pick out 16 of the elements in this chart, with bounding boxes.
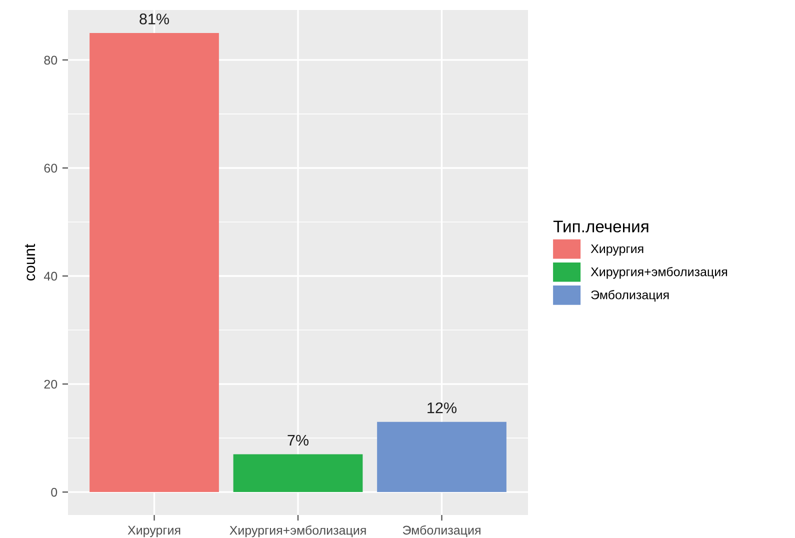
x-tick-label: Хирургия+эмболизация [230,525,366,538]
y-tick-label: 0 [51,488,58,497]
annotation: 7% [288,434,308,446]
x-tick-label: Хирургия [128,526,180,538]
legend-label: Хирургия+эмболизация [590,266,728,279]
x-tick-label: Эмболизация [402,525,480,537]
y-tick-label: 40 [44,272,58,281]
y-tick-label: 60 [44,164,58,173]
y-axis-title: count [25,244,36,281]
y-tick-label: 20 [44,380,58,389]
legend-title: Тип.лечения [553,220,648,232]
legend-label: Эмболизация [591,290,669,302]
annotation: 81% [140,14,169,24]
y-tick-label: 80 [44,56,58,65]
legend-label: Хирургия [590,244,644,256]
annotation: 12% [428,402,456,414]
